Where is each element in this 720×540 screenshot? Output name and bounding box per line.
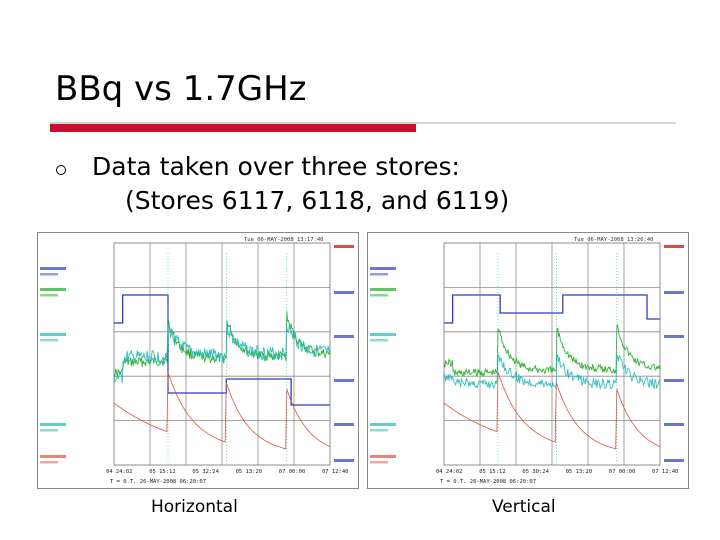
channel-label [40, 455, 66, 458]
channel-label [370, 429, 388, 432]
scale-label [334, 245, 354, 248]
bullet-icon [56, 165, 66, 175]
caption-vertical: Vertical [492, 497, 556, 517]
trace-green [443, 323, 661, 377]
scale-label [334, 335, 354, 338]
time-label: Tue 06-MAY-2008 13:26:40 [574, 237, 653, 243]
scope-plot-horizontal: Tue 06-MAY-2008 13:17:40 04 24:02 05 15:12… [40, 237, 354, 485]
footer-label: T = 0.T. 26-MAY-2008 06:20:07 [110, 479, 206, 485]
scale-label [334, 291, 354, 294]
time-label: Tue 06-MAY-2008 13:17:40 [244, 237, 323, 243]
x-tick-label: 05 15:12 [479, 469, 506, 475]
trace-red [443, 371, 661, 450]
trace-red [113, 371, 331, 450]
channel-label [370, 267, 396, 270]
x-tick-label: 07 12:40 [652, 469, 679, 475]
channel-label [370, 273, 388, 276]
bullet-text: Data taken over three stores: (Stores 61… [92, 150, 509, 218]
scope-screenshot-horizontal: Tue 06-MAY-2008 13:17:40 04 24:02 05 15:12… [37, 232, 359, 489]
channel-label [40, 288, 66, 291]
channel-label [40, 339, 58, 342]
channel-label [40, 267, 66, 270]
slide-title: BBq vs 1.7GHz [55, 69, 307, 109]
trace-cyan [443, 354, 661, 390]
scale-label [334, 379, 354, 382]
bullet-line-1: Data taken over three stores: [92, 152, 460, 181]
channel-label [370, 455, 396, 458]
channel-label [370, 423, 396, 426]
scale-label [664, 335, 684, 338]
scale-label [664, 245, 684, 248]
channel-label [370, 339, 388, 342]
x-tick-label: 05 30:24 [522, 469, 549, 475]
channel-label [40, 429, 58, 432]
title-accent-bar [50, 124, 416, 132]
x-tick-label: 04 24:02 [436, 469, 463, 475]
x-tick-label: 05 32:24 [192, 469, 219, 475]
scale-label [664, 379, 684, 382]
trace-blue [444, 294, 660, 324]
x-tick-label: 05 13:20 [566, 469, 593, 475]
scale-label [664, 291, 684, 294]
x-tick-label: 05 13:20 [236, 469, 263, 475]
scale-label [334, 459, 354, 462]
scope-plot-vertical: Tue 06-MAY-2008 13:26:40 04 24:02 05 15:12… [370, 237, 684, 485]
channel-label [370, 294, 388, 297]
caption-horizontal: Horizontal [151, 497, 238, 517]
x-tick-label: 05 15:12 [149, 469, 176, 475]
footer-label: T = 0.T. 26-MAY-2008 06:20:07 [440, 479, 536, 485]
channel-label [40, 273, 58, 276]
trace-blue [114, 294, 330, 406]
channel-label [40, 294, 58, 297]
channel-label [40, 333, 66, 336]
x-tick-label: 07 12:40 [322, 469, 349, 475]
channel-label [40, 461, 58, 464]
channel-label [370, 333, 396, 336]
x-tick-label: 07 00:00 [279, 469, 306, 475]
channel-label [40, 423, 66, 426]
bullet-line-2: (Stores 6117, 6118, and 6119) [125, 185, 510, 215]
scale-label [334, 423, 354, 426]
x-tick-label: 04 24:02 [106, 469, 133, 475]
scope-screenshot-vertical: Tue 06-MAY-2008 13:26:40 04 24:02 05 15:12… [367, 232, 689, 489]
trace-cyan [113, 320, 331, 384]
channel-label [370, 288, 396, 291]
scale-label [664, 459, 684, 462]
title-underline [50, 122, 676, 124]
scale-label [664, 423, 684, 426]
x-tick-label: 07 00:00 [609, 469, 636, 475]
channel-label [370, 461, 388, 464]
